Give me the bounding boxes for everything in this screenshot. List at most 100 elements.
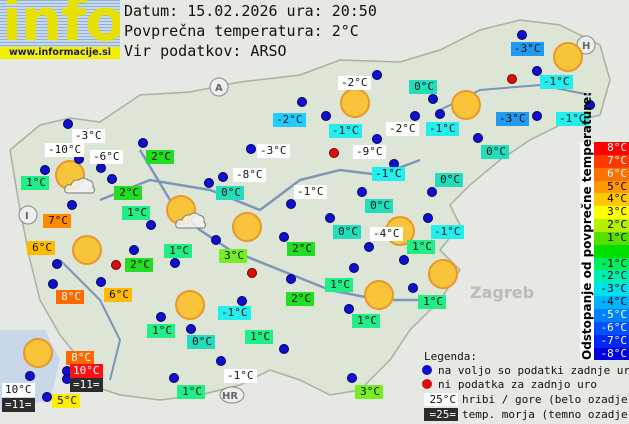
station-dot-available — [423, 213, 433, 223]
logo-url: www.informacije.si — [0, 47, 120, 59]
station-dot-available — [585, 100, 595, 110]
station-dot-available — [286, 274, 296, 284]
temperature-label: 1°C — [164, 244, 192, 258]
blue-dot-icon — [422, 365, 432, 375]
station-dot-available — [67, 200, 77, 210]
station-dot-available — [63, 119, 73, 129]
temperature-label: 1°C — [21, 176, 49, 190]
station-dot-available — [48, 279, 58, 289]
source-line: Vir podatkov: ARSO — [124, 42, 287, 60]
station-dot-available — [408, 283, 418, 293]
sun-icon — [23, 338, 53, 368]
scale-row: 3°C — [594, 205, 629, 220]
station-dot-missing — [507, 74, 517, 84]
station-dot-available — [146, 220, 156, 230]
sun-icon — [451, 90, 481, 120]
temperature-label: 1°C — [407, 240, 435, 254]
scale-row: 8°C — [594, 141, 629, 155]
temperature-label: 0°C — [435, 173, 463, 187]
temperature-label: 1°C — [418, 295, 446, 309]
temperature-label: 0°C — [187, 335, 215, 349]
scale-row: -1°C — [594, 257, 629, 271]
station-dot-available — [325, 213, 335, 223]
station-dot-available — [25, 371, 35, 381]
scale-row: 1°C — [594, 231, 629, 245]
temperature-label: -1°C — [540, 75, 573, 89]
temperature-label: 10°C — [70, 364, 103, 378]
temperature-label: -9°C — [353, 145, 386, 159]
temperature-label: 1°C — [177, 385, 205, 399]
scale-row: -6°C — [594, 321, 629, 335]
station-dot-available — [532, 111, 542, 121]
temperature-label: -1°C — [294, 185, 327, 199]
scale-row — [594, 244, 629, 258]
legend-mountain-text: hribi / gore (belo ozadje) — [462, 393, 629, 406]
temperature-label: -1°C — [224, 369, 257, 383]
temperature-label: 1°C — [122, 206, 150, 220]
sun-icon — [364, 280, 394, 310]
scale-row: -4°C — [594, 295, 629, 309]
station-dot-available — [156, 312, 166, 322]
temperature-label: 10°C — [2, 383, 35, 397]
temperature-label: 0°C — [365, 199, 393, 213]
temperature-label: -3°C — [72, 129, 105, 143]
station-dot-available — [96, 277, 106, 287]
temperature-label: -3°C — [511, 42, 544, 56]
station-dot-available — [349, 263, 359, 273]
temperature-label: 8°C — [56, 290, 84, 304]
cloud-icon — [175, 211, 207, 229]
station-dot-available — [399, 255, 409, 265]
temperature-label: 3°C — [219, 249, 247, 263]
legend-sea-text: temp. morja (temno ozadje) — [462, 408, 629, 421]
temperature-label: 2°C — [125, 258, 153, 272]
temperature-label: 3°C — [355, 385, 383, 399]
temperature-label: -8°C — [233, 168, 266, 182]
country-code-hungary: H — [582, 41, 590, 52]
station-dot-available — [138, 138, 148, 148]
station-dot-available — [364, 242, 374, 252]
temperature-label: 7°C — [43, 214, 71, 228]
sun-icon — [553, 42, 583, 72]
station-dot-available — [435, 109, 445, 119]
station-dot-available — [246, 144, 256, 154]
station-dot-available — [107, 174, 117, 184]
scale-row: -2°C — [594, 270, 629, 284]
temperature-label: -1°C — [431, 225, 464, 239]
temperature-label: 2°C — [114, 186, 142, 200]
temperature-label: -1°C — [218, 306, 251, 320]
station-dot-available — [427, 187, 437, 197]
temperature-label: 6°C — [27, 241, 55, 255]
sun-icon — [232, 212, 262, 242]
cloud-icon — [64, 176, 96, 194]
station-dot-available — [321, 111, 331, 121]
station-dot-available — [347, 373, 357, 383]
city-zagreb: Zagreb — [470, 283, 534, 302]
temperature-label: -6°C — [90, 150, 123, 164]
station-dot-available — [170, 258, 180, 268]
temperature-label: 1°C — [147, 324, 175, 338]
temperature-label: 5°C — [52, 394, 80, 408]
red-dot-icon — [422, 379, 432, 389]
country-code-croatia: HR — [222, 391, 238, 402]
temperature-label: 2°C — [286, 292, 314, 306]
temperature-label: 1°C — [325, 278, 353, 292]
temperature-label: -2°C — [338, 76, 371, 90]
station-dot-available — [216, 356, 226, 366]
station-dot-available — [428, 94, 438, 104]
station-dot-available — [532, 66, 542, 76]
temperature-label: -3°C — [257, 144, 290, 158]
legend-blue-dot-text: na voljo so podatki zadnje ure — [438, 364, 629, 377]
station-dot-available — [129, 245, 139, 255]
sun-icon — [340, 88, 370, 118]
sun-icon — [175, 290, 205, 320]
station-dot-available — [473, 133, 483, 143]
logo: info — [0, 0, 120, 48]
scale-row: 7°C — [594, 154, 629, 168]
legend-title: Legenda: — [424, 350, 477, 363]
legend-sea-sample: =25= — [424, 408, 458, 421]
station-dot-available — [186, 324, 196, 334]
temperature-label: -10°C — [45, 143, 85, 157]
temperature-label: 0°C — [333, 225, 361, 239]
temperature-label: 0°C — [216, 186, 244, 200]
station-dot-available — [517, 30, 527, 40]
